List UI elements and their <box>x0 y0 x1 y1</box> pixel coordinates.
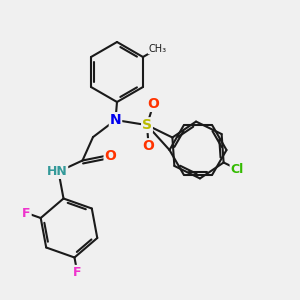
Text: HN: HN <box>46 165 68 178</box>
Text: CH₃: CH₃ <box>148 44 166 54</box>
Text: O: O <box>142 139 154 153</box>
Text: S: S <box>142 118 152 132</box>
Text: O: O <box>147 97 159 111</box>
Text: F: F <box>22 206 31 220</box>
Text: O: O <box>104 149 116 163</box>
Text: F: F <box>73 266 82 279</box>
Text: Cl: Cl <box>230 163 244 176</box>
Text: N: N <box>110 113 121 127</box>
